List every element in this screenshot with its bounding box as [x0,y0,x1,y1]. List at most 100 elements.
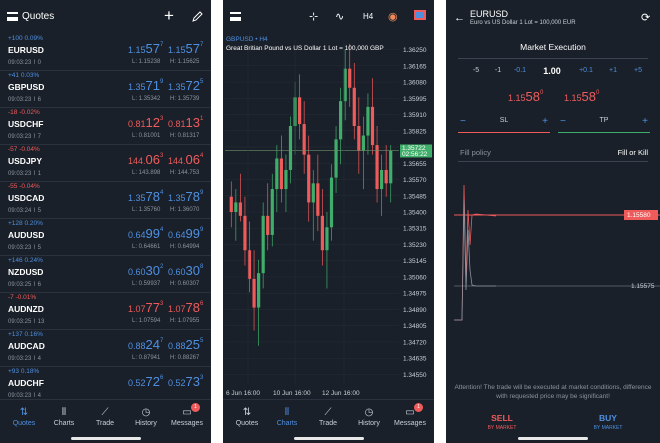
candlestick-chart[interactable]: 1.36250 1.36165 1.36080 1.35995 1.35910 1.358… [223,34,434,399]
price-sup: 5 [200,338,204,344]
ask-price: 144.064 [168,152,203,167]
quote-low: L: 1.35760 [132,207,161,213]
price-sup: 9 [160,79,164,85]
indicators-icon[interactable]: ∿ [335,11,345,23]
nav-trade[interactable]: ⟋ Trade [308,406,348,427]
tp-plus-button[interactable]: + [642,116,648,127]
ask-price: 1.07786 [168,300,203,315]
quote-change: -55 -0.04% [8,183,40,190]
volume-step-button[interactable]: +1 [609,67,617,74]
candle-body [389,150,393,184]
nav-history[interactable]: ◷ History [349,406,389,427]
nav-label: History [135,420,157,427]
price-sup: 5 [200,79,204,85]
nav-trade[interactable]: ⟋ Trade [85,406,125,427]
nav-charts[interactable]: ⫴ Charts [267,406,307,427]
price-main: 1.15 [168,45,186,55]
price-sup: 4 [200,153,204,159]
y-tick-label: 1.35825 [403,128,427,135]
nav-quotes[interactable]: ⇅ Quotes [4,406,44,427]
price-big: 57 [185,41,200,56]
volume-step-button[interactable]: +5 [634,67,642,74]
timeframe-button[interactable]: H4 [363,12,374,21]
quote-low: L: 1.07594 [132,318,161,324]
y-tick-label: 1.34805 [403,323,427,330]
price-big: 72 [185,78,200,93]
chart-header: ⊹ ∿ H4 ◉ [223,0,434,34]
divider [458,58,648,59]
candle-body [370,106,375,146]
bid-price: 1.15577 [128,41,163,56]
quote-row[interactable]: +41 0.03% GBPUSD 09:03:23 ⌇ 6 1.35719 1.3572… [0,71,211,108]
candle-body [361,135,365,151]
price-main: 1.35 [168,193,186,203]
price-main: 144. [128,156,146,166]
quote-row[interactable]: +137 0.16% AUDCAD 09:03:23 ⌇ 4 0.88247 0.882… [0,330,211,367]
nav-history[interactable]: ◷ History [126,406,166,427]
price-big: 24 [145,337,160,352]
buy-sublabel: BY MARKET [593,425,623,431]
bid-price: 0.64994 [128,226,163,241]
volume-step-button[interactable]: -1 [494,67,502,74]
price-big: 12 [145,115,160,130]
volume-step-button[interactable]: +0.1 [579,67,593,74]
quote-symbol: AUDUSD [8,230,45,240]
tp-label: TP [599,117,609,124]
buy-button[interactable]: BUY BY MARKET [568,413,648,431]
quote-low: L: 0.64661 [132,244,161,250]
stop-loss-field[interactable]: − SL + [458,113,550,133]
quote-symbol: NZDUSD [8,267,44,277]
volume-value[interactable]: 1.00 [543,66,561,76]
edit-icon[interactable] [192,11,203,22]
menu-icon[interactable] [7,12,18,21]
candle-body [357,126,361,151]
ask-price-label: 1.15580 [627,212,651,219]
tp-minus-button[interactable]: − [560,116,566,127]
volume-step-button[interactable]: -0.1 [513,67,527,74]
trade-icon[interactable] [414,10,426,23]
add-symbol-icon[interactable]: + [164,6,174,25]
nav-charts[interactable]: ⫴ Charts [44,406,84,427]
execution-type[interactable]: Market Execution [520,42,586,52]
quote-row[interactable]: -57 -0.04% USDJPY 09:03:23 ⌇ 1 144.063 144.0… [0,145,211,182]
quote-high: H: 1.15625 [170,59,200,65]
sl-plus-button[interactable]: + [542,116,548,127]
price-big: 72 [145,374,160,389]
quote-row[interactable]: -18 -0.02% USDCHF 09:03:23 ⌇ 7 0.81123 0.811… [0,108,211,145]
price-big: 58 [525,89,540,104]
candle-body [352,87,356,126]
price-big: 13 [185,115,200,130]
quote-change: -57 -0.04% [8,146,40,153]
quote-change: +41 0.03% [8,72,40,79]
current-price-tag [400,144,432,158]
price-main: 0.60 [128,267,146,277]
swap-icon[interactable]: ⟳ [641,12,651,24]
y-tick-label: 1.34550 [403,372,427,379]
candle-body [266,215,270,235]
crosshair-icon[interactable]: ⊹ [309,11,319,23]
quote-row[interactable]: +128 0.20% AUDUSD 09:03:23 ⌇ 5 0.64994 0.649… [0,219,211,256]
nav-label: Quotes [12,420,36,427]
nav-quotes[interactable]: ⇅ Quotes [227,406,267,427]
price-main: 0.88 [128,341,146,351]
fill-policy-select[interactable]: Fill policy Fill or Kill [458,146,648,162]
volume-step-button[interactable]: -5 [472,67,480,74]
bid-price: 0.81123 [128,115,163,130]
y-tick-label: 1.35485 [403,193,427,200]
quote-low: L: 1.35342 [132,96,161,102]
quote-row[interactable]: -7 -0.01% AUDNZD 09:03:25 ⌇ 13 1.07773 1.077… [0,293,211,330]
quote-row[interactable]: +100 0.09% EURUSD 09:03:23 ⌇ 0 1.15577 1.155… [0,34,211,71]
take-profit-field[interactable]: − TP + [558,113,650,133]
objects-icon[interactable]: ◉ [388,11,398,23]
quote-row[interactable]: +146 0.24% NZDUSD 09:03:25 ⌇ 6 0.60302 0.603… [0,256,211,293]
price-big: 99 [145,226,160,241]
nav-messages[interactable]: ▭ Messages 1 [167,403,207,427]
quote-row[interactable]: -55 -0.04% USDCAD 09:03:24 ⌇ 5 1.35784 1.357… [0,182,211,219]
sl-minus-button[interactable]: − [460,116,466,127]
sell-button[interactable]: SELL BY MARKET [462,413,542,431]
menu-icon[interactable] [230,12,241,21]
back-arrow-icon[interactable]: ← [454,12,465,24]
nav-messages[interactable]: ▭ Messages 1 [390,403,430,427]
y-tick-label: 1.34720 [403,339,427,346]
quote-high: H: 0.88267 [170,355,200,361]
